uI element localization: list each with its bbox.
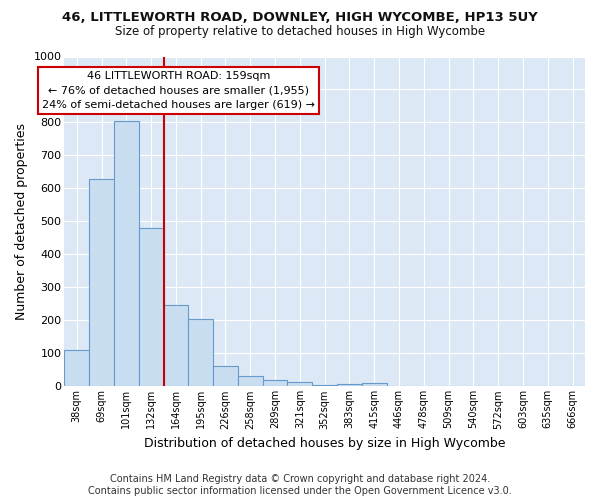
Bar [213, 366, 238, 386]
Bar [312, 384, 337, 386]
Text: Size of property relative to detached houses in High Wycombe: Size of property relative to detached ho… [115, 25, 485, 38]
Bar [139, 228, 164, 386]
Bar [64, 350, 89, 387]
Bar [114, 121, 139, 386]
Bar [263, 380, 287, 386]
Bar [238, 376, 263, 386]
Y-axis label: Number of detached properties: Number of detached properties [15, 123, 28, 320]
Bar [362, 383, 386, 386]
Bar [188, 319, 213, 386]
Text: 46, LITTLEWORTH ROAD, DOWNLEY, HIGH WYCOMBE, HP13 5UY: 46, LITTLEWORTH ROAD, DOWNLEY, HIGH WYCO… [62, 11, 538, 24]
Bar [164, 304, 188, 386]
Bar [337, 384, 362, 386]
Text: 46 LITTLEWORTH ROAD: 159sqm
← 76% of detached houses are smaller (1,955)
24% of : 46 LITTLEWORTH ROAD: 159sqm ← 76% of det… [43, 72, 316, 110]
X-axis label: Distribution of detached houses by size in High Wycombe: Distribution of detached houses by size … [144, 437, 505, 450]
Bar [287, 382, 312, 386]
Bar [89, 178, 114, 386]
Text: Contains HM Land Registry data © Crown copyright and database right 2024.
Contai: Contains HM Land Registry data © Crown c… [88, 474, 512, 496]
